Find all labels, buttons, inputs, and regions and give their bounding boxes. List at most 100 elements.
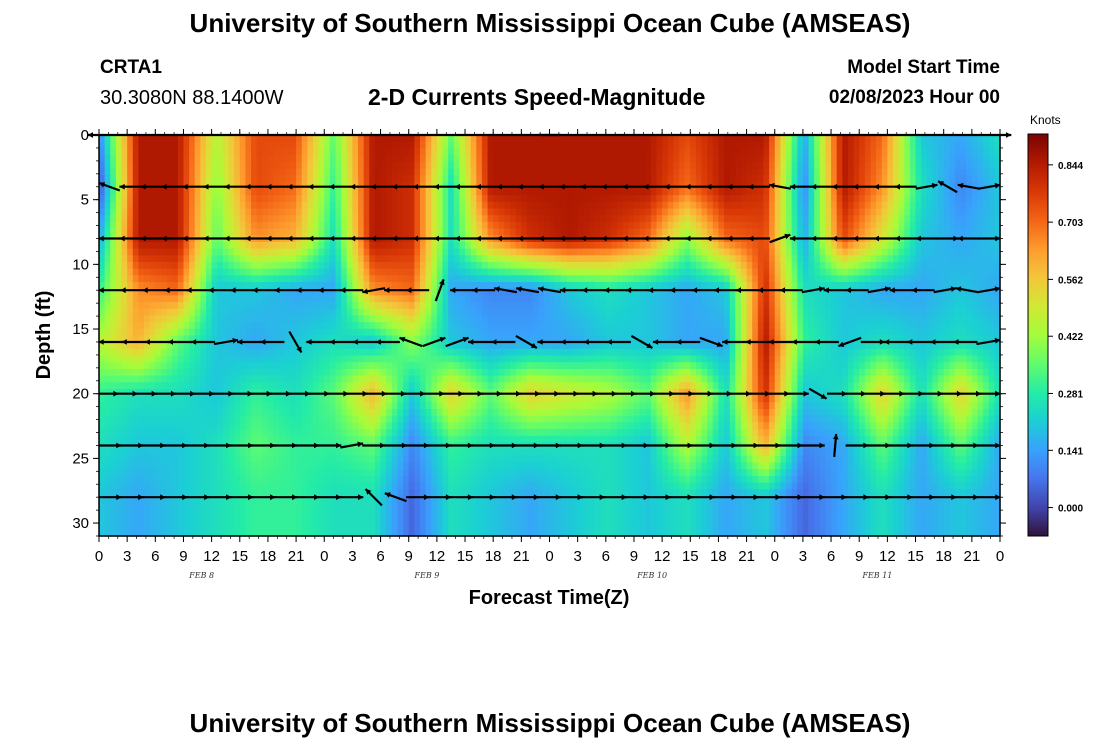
heatmap-cell: [893, 215, 900, 223]
heatmap-cell: [701, 168, 708, 176]
heatmap-cell: [453, 268, 460, 276]
heatmap-cell: [881, 308, 888, 317]
heatmap-cell: [983, 195, 990, 203]
heatmap-cell: [786, 255, 793, 263]
heatmap-cell: [645, 328, 652, 337]
heatmap-cell: [566, 328, 573, 337]
heatmap-cell: [876, 255, 883, 263]
heatmap-cell: [915, 201, 922, 210]
heatmap-cell: [921, 221, 928, 230]
heatmap-cell: [588, 195, 596, 203]
heatmap-cell: [859, 221, 866, 230]
heatmap-cell: [876, 201, 883, 210]
heatmap-cell: [786, 261, 793, 270]
heatmap-cell: [476, 328, 483, 337]
heatmap-cell: [431, 288, 438, 296]
heatmap-cell: [127, 161, 134, 170]
heatmap-cell: [572, 261, 579, 270]
heatmap-cell: [487, 141, 494, 149]
heatmap-cell: [160, 295, 168, 303]
heatmap-cell: [808, 328, 815, 337]
heatmap-cell: [729, 175, 736, 183]
heatmap-cell: [712, 228, 720, 236]
heatmap-cell: [138, 221, 145, 230]
heatmap-cell: [110, 322, 117, 330]
heatmap-cell: [363, 135, 370, 143]
heatmap-cell: [127, 148, 134, 156]
heatmap-cell: [690, 328, 697, 337]
heatmap-cell: [679, 228, 686, 236]
heatmap-cell: [532, 261, 539, 270]
heatmap-cell: [386, 161, 393, 170]
heatmap-cell: [256, 135, 263, 143]
heatmap-cell: [498, 322, 506, 330]
heatmap-cell: [904, 168, 911, 176]
heatmap-cell: [273, 135, 280, 143]
heatmap-cell: [341, 148, 348, 156]
heatmap-cell: [802, 302, 810, 310]
heatmap-cell: [605, 315, 613, 323]
heatmap-cell: [386, 328, 393, 337]
heatmap-cell: [842, 228, 849, 236]
heatmap-cell: [712, 221, 720, 230]
heatmap-cell: [600, 261, 607, 270]
heatmap-cell: [391, 141, 399, 149]
heatmap-cell: [538, 335, 545, 343]
heatmap-cell: [239, 275, 247, 283]
heatmap-cell: [532, 282, 539, 290]
heatmap-cell: [650, 221, 658, 230]
heatmap-cell: [115, 342, 123, 350]
heatmap-cell: [459, 288, 466, 296]
heatmap-cell: [639, 335, 646, 343]
heatmap-cell: [290, 135, 297, 143]
heatmap-cell: [786, 215, 793, 223]
heatmap-cell: [898, 228, 905, 236]
heatmap-cell: [898, 302, 905, 310]
heatmap-cell: [876, 221, 883, 230]
heatmap-cell: [448, 275, 455, 283]
heatmap-cell: [859, 228, 866, 236]
heatmap-cell: [222, 215, 230, 223]
heatmap-cell: [932, 221, 939, 230]
heatmap-cell: [718, 248, 725, 256]
heatmap-cell: [177, 302, 185, 310]
heatmap-cell: [960, 141, 967, 149]
heatmap-cell: [251, 181, 258, 190]
heatmap-cell: [662, 221, 669, 230]
heatmap-cell: [898, 322, 905, 330]
heatmap-cell: [318, 135, 325, 143]
heatmap-cell: [960, 295, 967, 303]
heatmap-cell: [752, 161, 759, 170]
heatmap-cell: [386, 261, 393, 270]
heatmap-cell: [909, 308, 917, 317]
heatmap-cell: [211, 335, 218, 343]
heatmap-cell: [442, 148, 449, 156]
heatmap-cell: [966, 322, 973, 330]
heatmap-cell: [273, 155, 280, 163]
heatmap-cell: [262, 155, 269, 163]
heatmap-cell: [532, 302, 539, 310]
heatmap-cell: [358, 228, 365, 236]
heatmap-cell: [481, 288, 489, 296]
heatmap-cell: [954, 241, 962, 250]
heatmap-cell: [870, 215, 877, 223]
heatmap-cell: [200, 328, 207, 337]
heatmap-cell: [667, 261, 674, 270]
heatmap-cell: [177, 221, 185, 230]
heatmap-cell: [904, 215, 911, 223]
heatmap-cell: [312, 335, 320, 343]
heatmap-cell: [971, 135, 979, 143]
heatmap-cell: [740, 168, 748, 176]
heatmap-cell: [245, 168, 252, 176]
heatmap-cell: [577, 241, 584, 250]
heatmap-cell: [442, 155, 449, 163]
heatmap-cell: [943, 175, 950, 183]
heatmap-cell: [211, 328, 218, 337]
heatmap-cell: [893, 295, 900, 303]
heatmap-cell: [538, 295, 545, 303]
heatmap-cell: [369, 181, 376, 190]
heatmap-cell: [622, 188, 629, 196]
heatmap-cell: [498, 302, 506, 310]
heatmap-cell: [526, 208, 534, 216]
heatmap-cell: [904, 188, 911, 196]
